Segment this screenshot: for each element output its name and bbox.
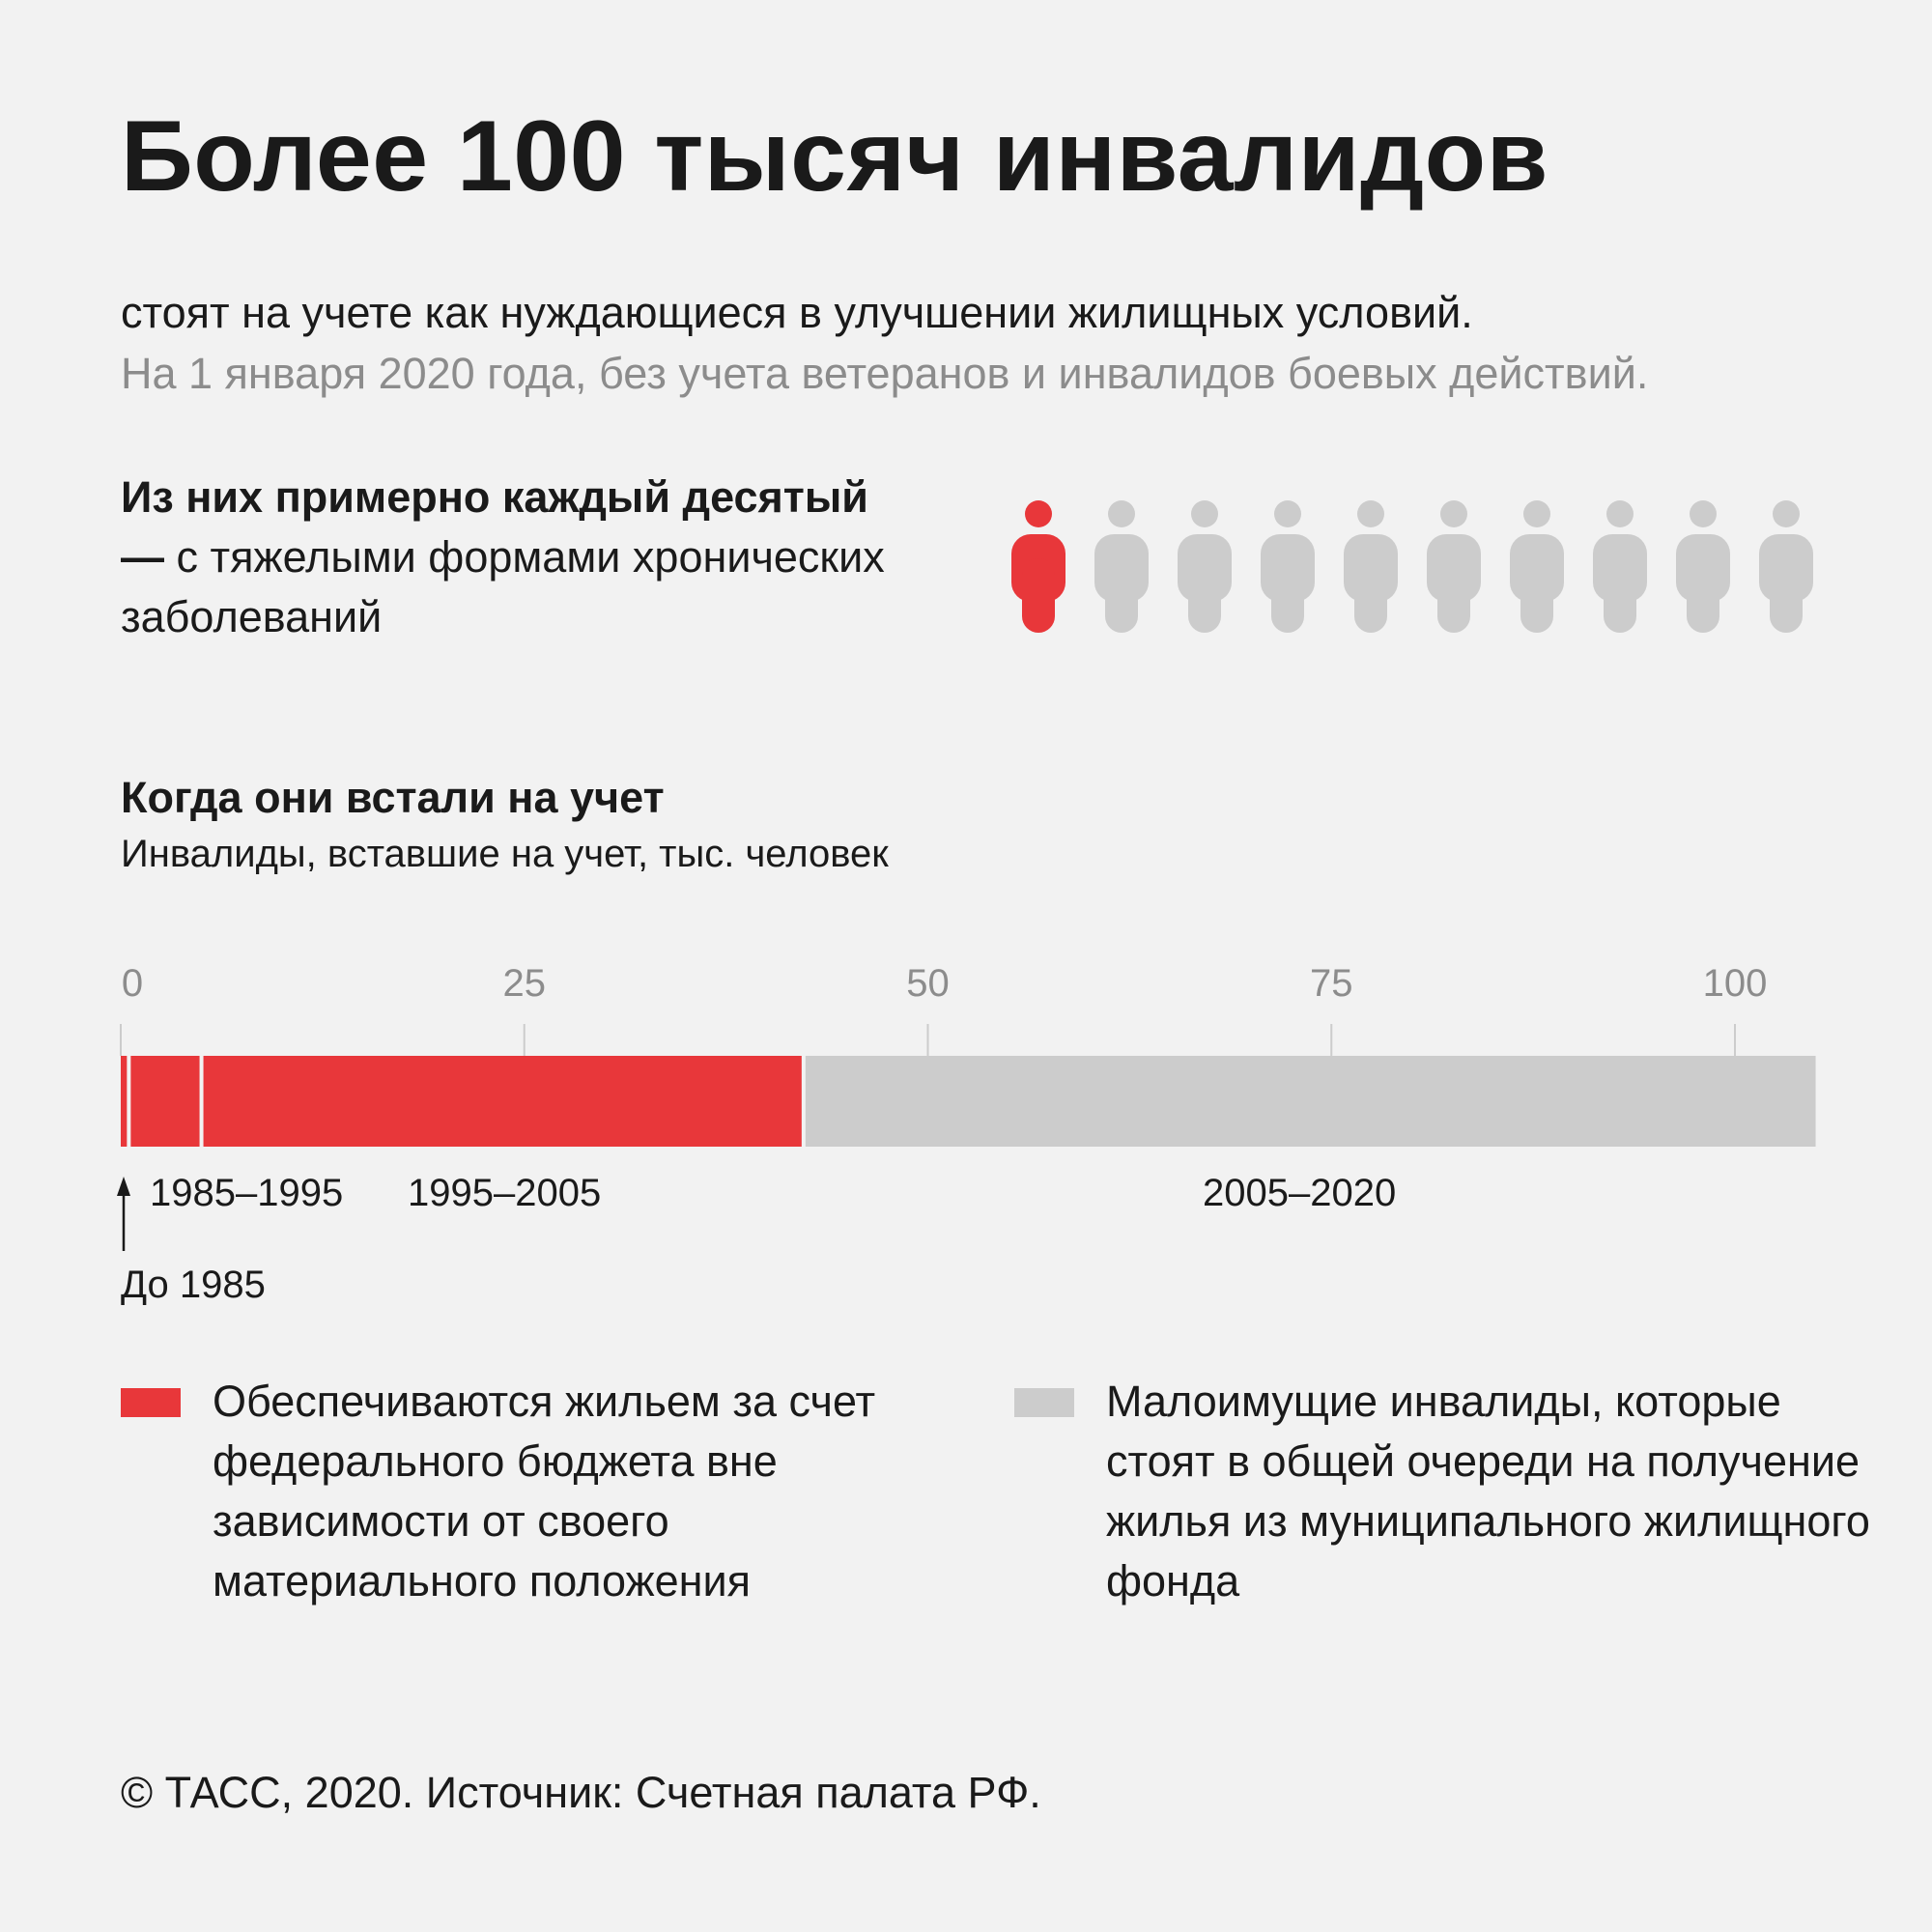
bar-segment [128,1056,202,1147]
tick-label: 50 [906,962,950,1005]
segment-label: 1985–1995 [150,1172,343,1214]
page-title: Более 100 тысяч инвалидов [121,100,1549,213]
segment-label: 2005–2020 [1203,1172,1396,1214]
segment-label: До 1985 [121,1264,266,1306]
tick-label: 0 [122,962,143,1005]
tick-label: 75 [1310,962,1353,1005]
bar-segment [803,1056,1816,1147]
section-title: Когда они встали на учет [121,773,665,822]
bar-segment [121,1056,129,1147]
legend-grey-swatch [1014,1388,1074,1417]
intro-bold: Из них примерно каждый десятый — [121,472,868,582]
subtitle: стоят на учете как нуждающиеся в улучшен… [121,288,1473,337]
date-note: На 1 января 2020 года, без учета ветеран… [121,349,1649,398]
intro-text: Из них примерно каждый десятый — с тяжел… [121,468,894,647]
tick-label: 25 [503,962,547,1005]
arrow-head-icon [117,1177,130,1196]
footer-source: © ТАСС, 2020. Источник: Счетная палата Р… [121,1768,1041,1817]
tick-label: 100 [1703,962,1768,1005]
segment-label: 1995–2005 [408,1172,601,1214]
legend-grey-text: Малоимущие инвалиды, которые стоят в общ… [1106,1377,1870,1605]
intro-rest: с тяжелыми формами хронических заболеван… [121,532,885,641]
legend-red-swatch [121,1388,181,1417]
section-subtitle: Инвалиды, вставшие на учет, тыс. человек [121,833,889,875]
bar-segment [201,1056,804,1147]
legend-red-text: Обеспечиваются жильем за счет федерально… [213,1377,876,1605]
